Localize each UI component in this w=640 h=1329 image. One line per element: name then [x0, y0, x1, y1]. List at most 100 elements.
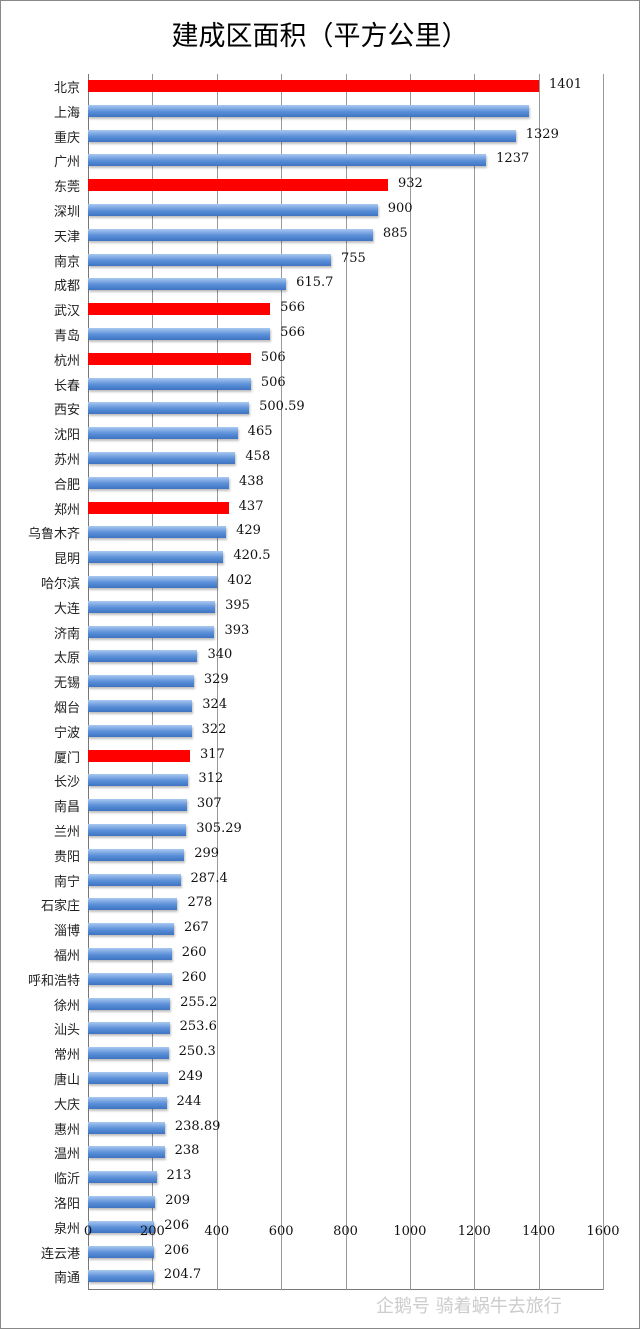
category-label: 南通 — [53, 1271, 80, 1287]
category-label: 太原 — [53, 651, 80, 667]
bar — [88, 799, 187, 812]
category-label: 淄博 — [53, 924, 80, 940]
category-label: 杭州 — [53, 353, 80, 369]
value-label: 250.3 — [178, 1044, 216, 1060]
gridline — [603, 74, 604, 1290]
bar — [88, 1022, 170, 1035]
bar-row: 广州 1237 — [0, 148, 640, 173]
bar — [88, 129, 516, 142]
bar-row: 济南 393 — [0, 620, 640, 645]
bar-row: 西安 500.59 — [0, 396, 640, 421]
value-label: 465 — [247, 424, 273, 440]
category-label: 常州 — [53, 1048, 80, 1064]
bar — [88, 700, 193, 712]
bar-row: 大连 395 — [0, 595, 640, 620]
category-label: 南京 — [53, 254, 80, 270]
bar-row: 南京 755 — [0, 248, 640, 273]
gridline — [409, 74, 411, 1290]
category-label: 南昌 — [53, 800, 80, 816]
category-label: 长春 — [53, 378, 80, 394]
bar-row: 烟台 324 — [0, 694, 640, 719]
bar-row: 深圳 900 — [0, 198, 640, 223]
bar — [88, 1096, 167, 1109]
bar — [88, 898, 178, 911]
bar-row: 苏州 458 — [0, 446, 640, 471]
x-tick-label: 1400 — [522, 1224, 556, 1239]
bar — [88, 923, 174, 936]
bar-row: 太原 340 — [0, 644, 640, 669]
bar — [88, 452, 236, 464]
category-label: 广州 — [53, 155, 80, 171]
bar — [88, 1146, 165, 1159]
value-label: 566 — [280, 300, 305, 316]
value-label: 206 — [164, 1242, 190, 1258]
value-label: 324 — [202, 697, 228, 712]
value-label: 885 — [382, 225, 408, 241]
category-label: 大连 — [53, 601, 80, 617]
value-label: 253.6 — [179, 1019, 217, 1035]
x-tick-label: 600 — [268, 1224, 294, 1239]
x-tick-label: 0 — [83, 1224, 93, 1239]
bar — [88, 774, 189, 787]
bar-row: 贵阳 299 — [0, 843, 640, 868]
value-label: 322 — [201, 721, 227, 737]
bar-row: 厦门 317 — [0, 744, 640, 769]
category-label: 北京 — [53, 81, 80, 96]
value-label: 393 — [224, 622, 250, 638]
gridline — [216, 74, 218, 1290]
bar-row: 东莞 932 — [0, 173, 640, 198]
category-label: 青岛 — [53, 329, 80, 344]
bar — [88, 278, 287, 291]
category-label: 沈阳 — [53, 428, 80, 444]
bar — [88, 551, 224, 564]
category-label: 南宁 — [53, 874, 80, 890]
bar — [88, 1047, 169, 1060]
bar — [88, 377, 251, 390]
bar-row: 长沙 312 — [0, 768, 640, 793]
value-label: 429 — [236, 523, 261, 539]
bar-row: 大庆 244 — [0, 1091, 640, 1116]
bar-row: 南昌 307 — [0, 793, 640, 818]
value-label: 305.29 — [196, 821, 242, 836]
bar-row: 徐州 255.2 — [0, 992, 640, 1017]
category-label: 临沂 — [53, 1172, 80, 1188]
bar — [88, 1270, 154, 1283]
bar — [88, 1121, 165, 1134]
category-label: 汕头 — [53, 1023, 80, 1039]
value-label: 312 — [198, 771, 224, 787]
bar-row: 临沂 213 — [0, 1165, 640, 1190]
value-label: 566 — [280, 325, 305, 340]
category-label: 武汉 — [53, 304, 80, 320]
bar — [88, 402, 250, 415]
value-label: 213 — [166, 1168, 192, 1184]
category-label: 无锡 — [53, 676, 80, 692]
category-label: 东莞 — [53, 180, 80, 196]
category-label: 重庆 — [53, 130, 80, 146]
bar — [88, 228, 373, 241]
bar-row: 温州 238 — [0, 1140, 640, 1165]
bar-row: 长春 506 — [0, 372, 640, 397]
bar-row: 北京 1401 — [0, 74, 640, 99]
gridline — [345, 74, 347, 1290]
bar — [88, 104, 529, 117]
value-label: 278 — [187, 895, 213, 911]
category-label: 苏州 — [53, 453, 80, 468]
bar-row: 常州 250.3 — [0, 1041, 640, 1066]
category-label: 石家庄 — [40, 899, 80, 915]
category-label: 西安 — [53, 403, 80, 419]
value-label: 299 — [194, 845, 220, 861]
bar — [88, 1171, 157, 1184]
category-label: 贵阳 — [53, 849, 80, 865]
category-label: 温州 — [53, 1147, 80, 1163]
bar-row: 郑州 437 — [0, 496, 640, 521]
bar-row: 汕头 253.6 — [0, 1016, 640, 1041]
value-label: 755 — [341, 250, 366, 266]
bar-row: 福州 260 — [0, 942, 640, 967]
gridline — [538, 74, 540, 1290]
bar-row: 天津 885 — [0, 223, 640, 248]
bar-row: 宁波 322 — [0, 719, 640, 744]
bar — [88, 972, 172, 985]
category-label: 惠州 — [53, 1122, 80, 1138]
value-label: 1237 — [496, 151, 530, 167]
bar — [88, 625, 215, 638]
